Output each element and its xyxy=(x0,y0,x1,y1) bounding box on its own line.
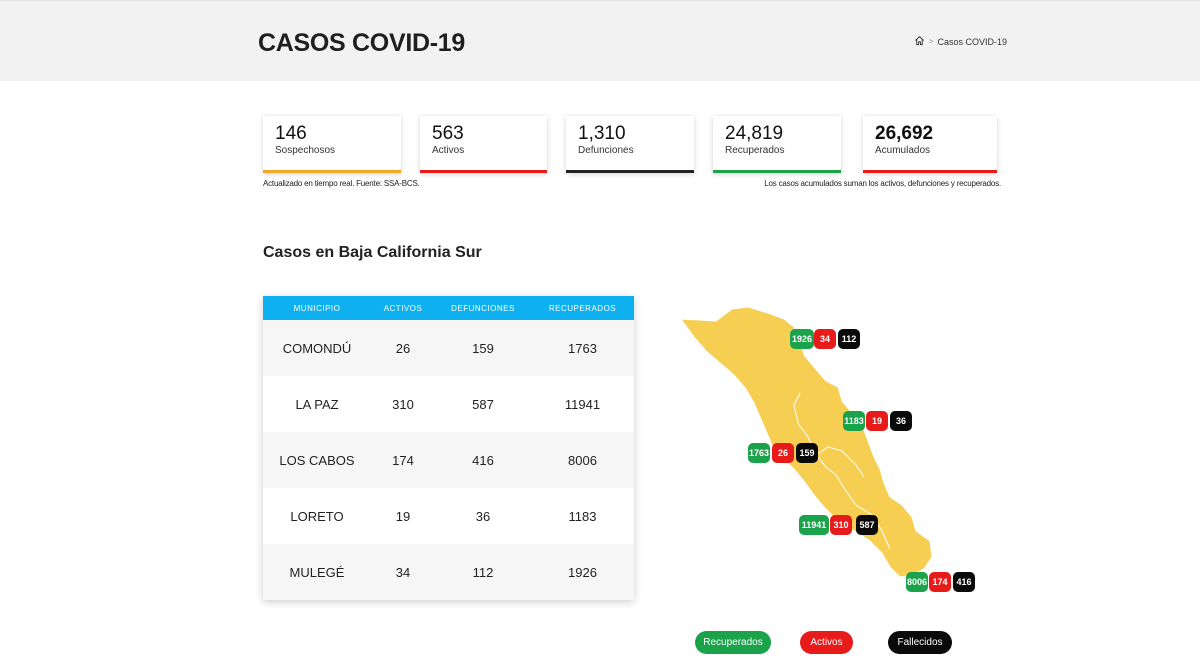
stat-bar xyxy=(566,170,694,173)
stat-bar xyxy=(863,170,997,173)
badge-activos: 26 xyxy=(772,443,794,463)
badge-fallecidos: 112 xyxy=(838,329,860,349)
column-header-defunciones: DEFUNCIONES xyxy=(451,303,515,313)
stat-label: Recuperados xyxy=(725,145,785,156)
table-header: MUNICIPIO ACTIVOS DEFUNCIONES RECUPERADO… xyxy=(263,296,634,320)
badge-fallecidos: 416 xyxy=(953,572,975,592)
stat-value: 26,692 xyxy=(875,123,934,144)
cell-municipio: LORETO xyxy=(290,508,344,524)
cell-municipio: LOS CABOS xyxy=(279,452,355,468)
cell-defunciones: 587 xyxy=(472,396,494,412)
stat-bar xyxy=(420,170,547,173)
stat-defunciones: 1,310 Defunciones xyxy=(566,116,694,173)
breadcrumb: > Casos COVID-19 xyxy=(914,35,1007,48)
map-border-line xyxy=(815,446,865,478)
stat-recuperados: 24,819 Recuperados xyxy=(713,116,841,173)
cell-recuperados: 1926 xyxy=(568,564,597,580)
table-row: LA PAZ 310 587 11941 xyxy=(263,376,634,432)
column-header-municipio: MUNICIPIO xyxy=(293,303,341,313)
breadcrumb-current: Casos COVID-19 xyxy=(937,36,1007,47)
badge-recuperados: 1183 xyxy=(843,411,865,431)
legend-activos: Activos xyxy=(800,631,853,654)
stats-row: 146 Sospechosos 563 Activos 1,310 Defunc… xyxy=(263,116,1003,174)
badge-recuperados: 1926 xyxy=(790,329,814,349)
table-row: MULEGÉ 34 112 1926 xyxy=(263,544,634,600)
cell-recuperados: 8006 xyxy=(568,452,597,468)
badge-recuperados: 8006 xyxy=(906,572,928,592)
stat-value: 563 xyxy=(432,123,464,144)
page-header: CASOS COVID-19 > Casos COVID-19 xyxy=(0,0,1200,81)
legend-recuperados: Recuperados xyxy=(695,631,771,654)
stat-label: Acumulados xyxy=(875,145,931,156)
cell-recuperados: 11941 xyxy=(564,396,601,412)
section-title: Casos en Baja California Sur xyxy=(263,244,482,261)
stat-value: 24,819 xyxy=(725,123,784,144)
badge-recuperados: 1763 xyxy=(748,443,770,463)
stat-value: 146 xyxy=(275,123,307,144)
stat-bar xyxy=(713,170,841,173)
source-note: Actualizado en tiempo real. Fuente: SSA-… xyxy=(263,179,420,188)
cell-activos: 174 xyxy=(392,452,414,468)
stat-acumulados: 26,692 Acumulados xyxy=(863,116,997,173)
cases-table: MUNICIPIO ACTIVOS DEFUNCIONES RECUPERADO… xyxy=(263,296,634,600)
cell-defunciones: 416 xyxy=(472,452,494,468)
cell-defunciones: 159 xyxy=(472,340,494,356)
map-border-line xyxy=(793,392,837,476)
cell-activos: 310 xyxy=(392,396,414,412)
page-title: CASOS COVID-19 xyxy=(258,29,465,57)
cell-recuperados: 1763 xyxy=(568,340,597,356)
table-row: LORETO 19 36 1183 xyxy=(263,488,634,544)
cell-municipio: MULEGÉ xyxy=(289,564,345,580)
cell-municipio: LA PAZ xyxy=(295,396,339,412)
badge-activos: 310 xyxy=(830,515,852,535)
stat-label: Sospechosos xyxy=(275,145,336,156)
cell-defunciones: 112 xyxy=(472,564,494,580)
cell-recuperados: 1183 xyxy=(568,508,597,524)
badge-fallecidos: 587 xyxy=(856,515,878,535)
stat-label: Defunciones xyxy=(578,145,634,156)
column-header-activos: ACTIVOS xyxy=(383,303,423,313)
badge-activos: 19 xyxy=(866,411,888,431)
cell-activos: 19 xyxy=(395,508,411,524)
map-state-shape xyxy=(679,306,933,578)
map-border-line xyxy=(835,474,873,516)
badge-activos: 34 xyxy=(814,329,836,349)
stat-label: Activos xyxy=(432,145,465,156)
cell-municipio: COMONDÚ xyxy=(282,340,352,356)
cell-activos: 26 xyxy=(395,340,411,356)
breadcrumb-separator: > xyxy=(928,37,934,46)
badge-activos: 174 xyxy=(929,572,951,592)
table-body: COMONDÚ 26 159 1763 LA PAZ 310 587 11941… xyxy=(263,320,634,600)
stat-sospechosos: 146 Sospechosos xyxy=(263,116,401,173)
badge-fallecidos: 159 xyxy=(796,443,818,463)
home-icon[interactable] xyxy=(914,35,925,48)
table-row: LOS CABOS 174 416 8006 xyxy=(263,432,634,488)
stat-activos: 563 Activos xyxy=(420,116,547,173)
badge-recuperados: 11941 xyxy=(799,515,829,535)
cell-activos: 34 xyxy=(395,564,411,580)
legend-fallecidos: Fallecidos xyxy=(888,631,952,654)
cell-defunciones: 36 xyxy=(475,508,491,524)
stat-bar xyxy=(263,170,401,173)
table-row: COMONDÚ 26 159 1763 xyxy=(263,320,634,376)
accumulated-note: Los casos acumulados suman los activos, … xyxy=(764,179,1001,188)
stat-value: 1,310 xyxy=(578,123,626,144)
badge-fallecidos: 36 xyxy=(890,411,912,431)
column-header-recuperados: RECUPERADOS xyxy=(548,303,617,313)
